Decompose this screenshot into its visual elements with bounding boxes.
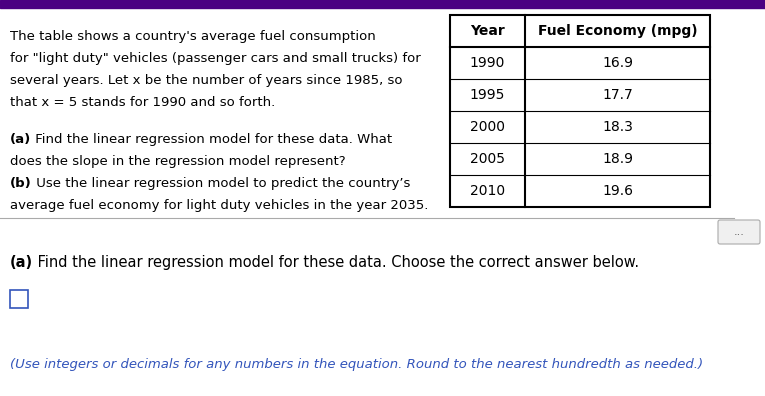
Text: for "light duty" vehicles (passenger cars and small trucks) for: for "light duty" vehicles (passenger car…: [10, 52, 421, 65]
Bar: [10, 290, 28, 308]
Text: (a): (a): [10, 133, 31, 146]
Text: 1990: 1990: [470, 56, 505, 70]
Text: Use the linear regression model to predict the country’s: Use the linear regression model to predi…: [32, 177, 410, 190]
Text: (a): (a): [10, 255, 33, 270]
Text: does the slope in the regression model represent?: does the slope in the regression model r…: [10, 155, 346, 168]
Text: 18.9: 18.9: [602, 152, 633, 166]
Text: The table shows a country's average fuel consumption: The table shows a country's average fuel…: [10, 30, 376, 43]
Bar: [450, 15, 710, 207]
Text: ...: ...: [734, 227, 744, 237]
Text: that x = 5 stands for 1990 and so forth.: that x = 5 stands for 1990 and so forth.: [10, 96, 275, 109]
Text: average fuel economy for light duty vehicles in the year 2035.: average fuel economy for light duty vehi…: [10, 199, 428, 212]
Text: 2005: 2005: [470, 152, 505, 166]
Bar: [0, 0, 765, 8]
Text: 17.7: 17.7: [602, 88, 633, 102]
Text: Find the linear regression model for these data. What: Find the linear regression model for the…: [31, 133, 392, 146]
Text: 2010: 2010: [470, 184, 505, 198]
Text: 2000: 2000: [470, 120, 505, 134]
Text: Find the linear regression model for these data. Choose the correct answer below: Find the linear regression model for the…: [33, 255, 640, 270]
Text: Fuel Economy (mpg): Fuel Economy (mpg): [538, 24, 698, 38]
Text: (Use integers or decimals for any numbers in the equation. Round to the nearest : (Use integers or decimals for any number…: [10, 358, 703, 371]
Text: 1995: 1995: [470, 88, 505, 102]
Text: 19.6: 19.6: [602, 184, 633, 198]
Text: Year: Year: [470, 24, 505, 38]
Text: 18.3: 18.3: [602, 120, 633, 134]
Text: several years. Let x be the number of years since 1985, so: several years. Let x be the number of ye…: [10, 74, 402, 87]
Text: 16.9: 16.9: [602, 56, 633, 70]
Text: (b): (b): [10, 177, 32, 190]
FancyBboxPatch shape: [718, 220, 760, 244]
